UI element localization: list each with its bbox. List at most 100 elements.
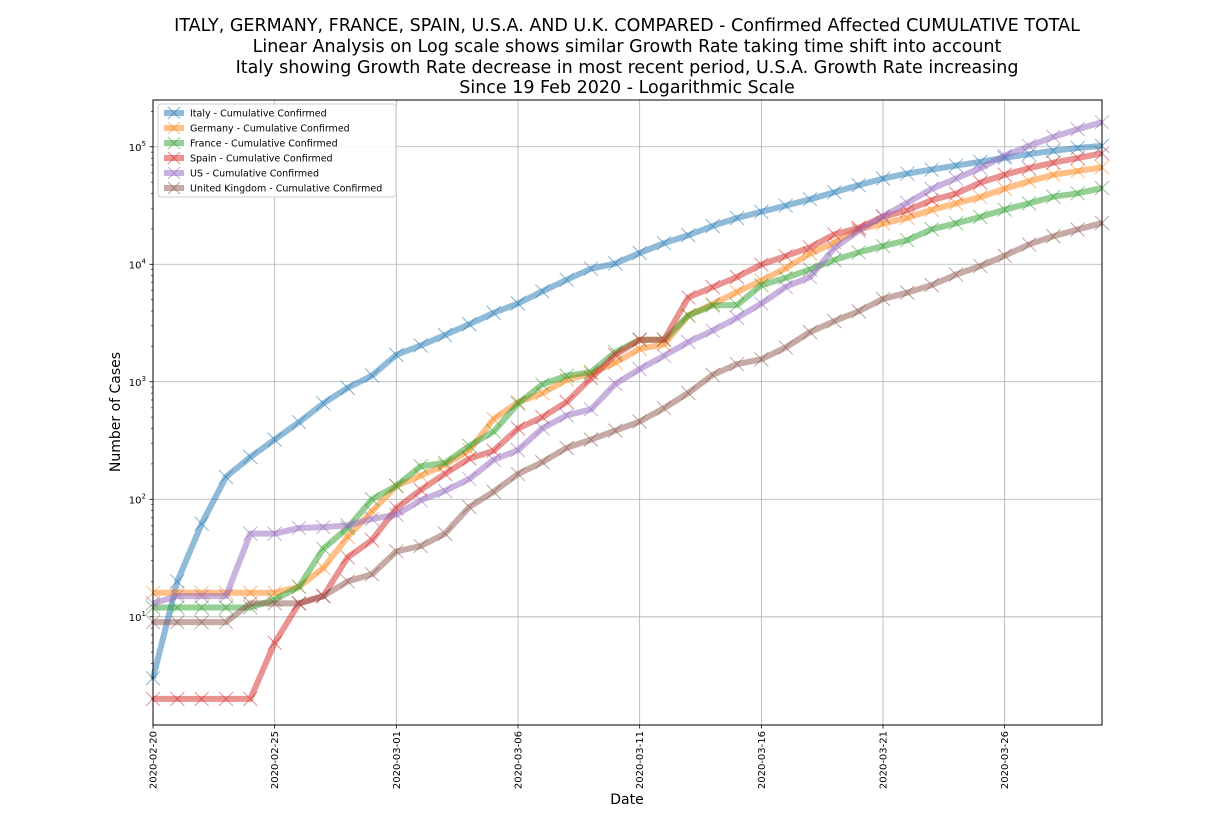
data-point-marker [851, 177, 867, 193]
data-point-marker [729, 210, 745, 226]
legend-label: Germany - Cumulative Confirmed [190, 124, 350, 135]
data-point-marker [753, 257, 769, 272]
data-point-marker [534, 420, 550, 436]
data-point-marker [315, 588, 331, 604]
data-point-marker [826, 240, 842, 256]
data-point-marker [340, 518, 356, 533]
data-point-marker [899, 166, 915, 181]
data-point-marker [607, 347, 623, 363]
legend: Italy - Cumulative Confirmed Germany - Cu… [157, 103, 397, 198]
data-point-marker [364, 566, 380, 582]
data-point-marker [364, 511, 380, 527]
legend-entry-spain-cumulative-confirmed: Spain - Cumulative Confirmed [164, 151, 333, 165]
data-point-marker [559, 440, 575, 456]
data-point-marker [997, 167, 1013, 183]
data-point-marker [218, 600, 234, 615]
data-point-marker [826, 313, 842, 329]
series-us-cumulative-confirmed [145, 114, 1110, 611]
data-point-marker [680, 385, 696, 401]
data-point-marker [924, 192, 940, 208]
data-point-marker [826, 184, 842, 200]
data-point-marker [1045, 129, 1061, 145]
data-point-marker [778, 248, 794, 264]
data-point-marker [486, 305, 502, 321]
series-line-united-kingdom-cumulative-confirmed [153, 220, 1103, 626]
legend-entry-us-cumulative-confirmed: US - Cumulative Confirmed [164, 166, 319, 180]
data-point-marker [1070, 140, 1086, 156]
data-point-marker [705, 367, 721, 383]
legend-marker [167, 136, 181, 150]
legend-label: France - Cumulative Confirmed [190, 139, 338, 150]
legend-entry-germany-cumulative-confirmed: Germany - Cumulative Confirmed [164, 121, 350, 135]
data-point-marker [924, 221, 940, 237]
series-united-kingdom-cumulative-confirmed [145, 215, 1110, 630]
data-point-marker [413, 482, 429, 498]
data-point-marker [486, 452, 502, 468]
data-point-marker [510, 442, 526, 458]
data-point-marker [729, 297, 745, 313]
data-point-marker [924, 181, 940, 197]
data-point-marker [559, 368, 575, 384]
data-point-marker [632, 332, 648, 348]
series-lines [145, 114, 1110, 707]
data-point-marker [194, 614, 210, 630]
data-point-marker [1070, 121, 1086, 137]
legend-entry-united-kingdom-cumulative-confirmed: United Kingdom - Cumulative Confirmed [164, 181, 382, 195]
data-point-marker [315, 519, 331, 535]
data-point-marker [267, 526, 283, 542]
data-point-marker [972, 209, 988, 225]
data-point-marker [169, 600, 185, 615]
data-point-marker [972, 189, 988, 205]
data-point-marker [705, 323, 721, 338]
x-axis-ticks: 2020-02-20 2020-02-25 2020-03-01 2020-03-06… [149, 725, 1011, 789]
x-tick-label: 2020-02-20 [149, 731, 160, 789]
data-point-marker [267, 432, 283, 447]
data-point-marker [705, 279, 721, 295]
data-point-marker [461, 471, 477, 487]
data-point-marker [924, 277, 940, 293]
data-point-marker [169, 614, 185, 630]
data-point-marker [778, 198, 794, 214]
data-point-marker [388, 347, 404, 363]
data-point-marker [461, 438, 477, 454]
data-point-marker [778, 279, 794, 295]
data-point-marker [388, 507, 404, 523]
data-point-marker [486, 484, 502, 500]
legend-marker [167, 106, 181, 120]
data-point-marker [194, 588, 210, 604]
data-point-marker [875, 291, 891, 307]
data-point-marker [267, 635, 283, 651]
data-point-marker [997, 202, 1013, 218]
data-point-marker [583, 370, 599, 386]
data-point-marker [948, 186, 964, 202]
data-point-marker [534, 283, 550, 299]
data-point-marker [559, 407, 575, 423]
legend-box [157, 103, 397, 198]
data-point-marker [364, 491, 380, 507]
data-point-marker [778, 340, 794, 355]
data-point-marker [218, 614, 234, 630]
data-point-marker [802, 324, 818, 340]
data-point-marker [437, 327, 453, 343]
data-point-marker [364, 368, 380, 383]
x-tick-label: 2020-03-26 [1000, 731, 1011, 789]
series-line-us-cumulative-confirmed [152, 119, 1103, 607]
data-point-marker [680, 227, 696, 243]
data-point-marker [972, 258, 988, 274]
data-point-marker [242, 449, 258, 465]
data-point-marker [340, 550, 356, 565]
data-point-marker [899, 195, 915, 211]
data-point-marker [997, 181, 1013, 197]
chart-title-line-3: Italy showing Growth Rate decrease in mo… [236, 58, 1019, 78]
data-point-marker [753, 296, 769, 311]
x-tick-label: 2020-02-25 [270, 731, 281, 789]
series-germany-cumulative-confirmed [145, 159, 1110, 601]
data-point-marker [1070, 150, 1086, 166]
chart-title-line-4: Since 19 Feb 2020 - Logarithmic Scale [459, 78, 795, 98]
data-point-marker [997, 248, 1013, 264]
data-point-marker [875, 208, 891, 224]
data-point-marker [753, 204, 769, 220]
data-point-marker [680, 289, 696, 305]
data-point-marker [972, 175, 988, 190]
